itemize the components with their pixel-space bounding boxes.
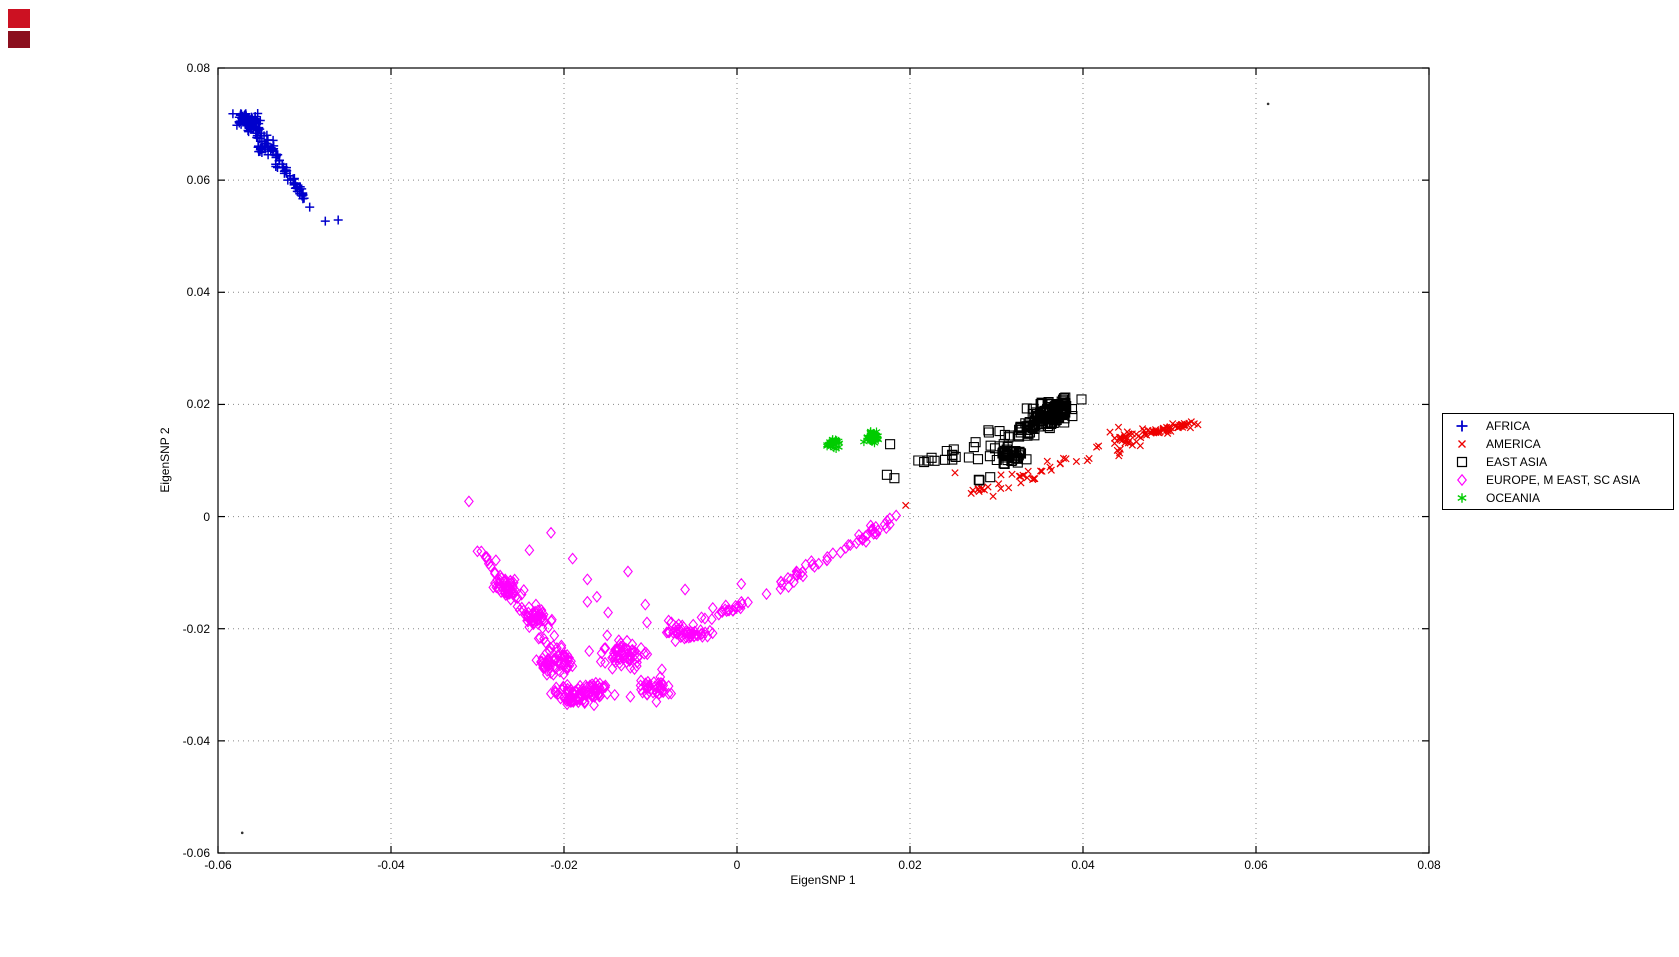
x-tick-label: 0 <box>733 858 741 872</box>
stray-dot <box>240 831 244 835</box>
y-tick-label: 0.02 <box>186 397 210 412</box>
series-points-africa <box>228 109 343 226</box>
x-tick-label: 0.08 <box>1417 858 1441 872</box>
legend-item-label: OCEANIA <box>1486 491 1541 505</box>
europe-diamond-marker-icon <box>1447 472 1477 488</box>
y-axis-title: EigenSNP 2 <box>158 427 172 493</box>
cross-glyph <box>1458 440 1466 448</box>
screen-corner-artifact-top <box>8 9 30 28</box>
stray-dot <box>1266 102 1270 106</box>
y-tick-label: 0.06 <box>186 173 210 188</box>
y-tick-label: -0.06 <box>182 846 210 860</box>
x-tick-label: 0.04 <box>1071 858 1095 872</box>
series-points-east-asia <box>881 392 1087 486</box>
x-tick-label: -0.06 <box>204 858 232 872</box>
legend-item-oceania: OCEANIA <box>1447 489 1669 507</box>
oceania-star-marker-icon <box>1447 490 1477 506</box>
y-tick-label: -0.04 <box>182 733 210 748</box>
legend-item-africa: AFRICA <box>1447 417 1669 435</box>
plot-border <box>217 67 1430 854</box>
east-asia-square-marker-icon <box>1447 454 1477 470</box>
legend-item-label: AMERICA <box>1486 437 1541 451</box>
legend-item-label: AFRICA <box>1486 419 1531 433</box>
star-glyph <box>1457 493 1467 503</box>
square-glyph <box>1456 456 1468 468</box>
plus-glyph <box>1456 420 1468 432</box>
series-points-europe-m-east-sc-asia <box>463 495 902 712</box>
legend-item-europe: EUROPE, M EAST, SC ASIA <box>1447 471 1669 489</box>
x-tick-label: -0.02 <box>550 858 578 872</box>
screen-corner-artifact-bottom <box>8 31 30 48</box>
series-points-america <box>902 418 1202 510</box>
legend-item-label: EAST ASIA <box>1486 455 1548 469</box>
x-tick-label: 0.06 <box>1244 858 1268 872</box>
y-tick-label: -0.02 <box>182 621 210 636</box>
legend-item-east-asia: EAST ASIA <box>1447 453 1669 471</box>
x-tick-label: 0.02 <box>898 858 922 872</box>
legend-box: AFRICA AMERICA EAST ASIA EUROPE, M EAST,… <box>1442 413 1674 510</box>
diamond-glyph <box>1457 473 1467 487</box>
america-cross-marker-icon <box>1447 436 1477 452</box>
legend-item-america: AMERICA <box>1447 435 1669 453</box>
legend-item-label: EUROPE, M EAST, SC ASIA <box>1486 473 1641 487</box>
y-tick-label: 0.08 <box>186 61 210 75</box>
x-tick-label: -0.04 <box>377 858 405 872</box>
series-points-oceania <box>823 427 883 453</box>
y-tick-label: 0 <box>203 509 210 524</box>
x-axis-title: EigenSNP 1 <box>790 873 856 887</box>
y-tick-label: 0.04 <box>186 285 210 300</box>
africa-plus-marker-icon <box>1447 418 1477 434</box>
